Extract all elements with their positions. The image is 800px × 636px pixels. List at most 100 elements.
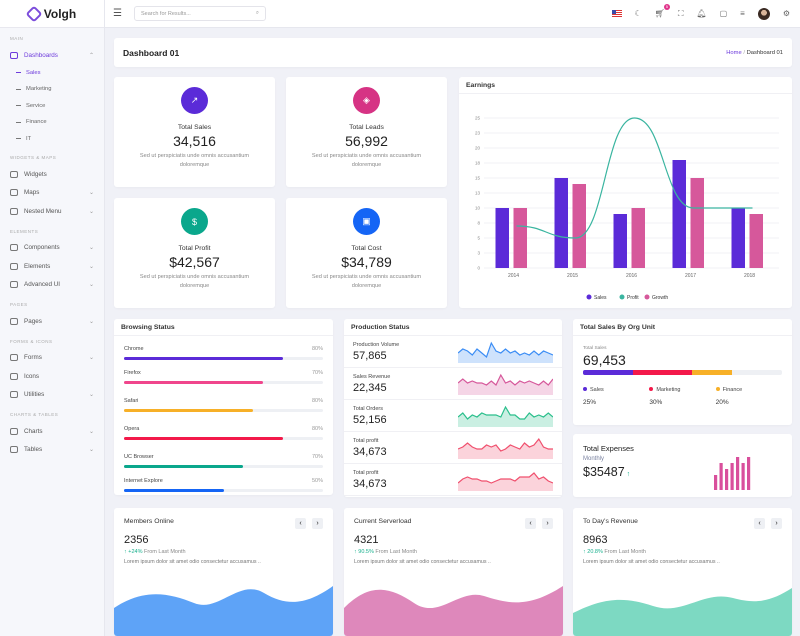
sparkline-area bbox=[458, 374, 553, 395]
sidebar-item-components[interactable]: Components ⌄ bbox=[0, 239, 104, 258]
arrow-up-icon: ↑ bbox=[354, 549, 359, 555]
logo-icon bbox=[25, 5, 43, 22]
expense-bar bbox=[719, 463, 723, 490]
org-segment bbox=[583, 370, 633, 375]
sidebar-subitem-marketing[interactable]: Marketing bbox=[0, 81, 104, 98]
production-row: Total profit 34,673 bbox=[344, 432, 562, 464]
tables-icon bbox=[10, 446, 18, 454]
progress-fill bbox=[124, 381, 264, 384]
next-button[interactable]: › bbox=[312, 518, 323, 529]
chevron-down-icon: ⌄ bbox=[88, 282, 94, 289]
progress-fill bbox=[124, 437, 284, 440]
production-label: Total profit bbox=[353, 437, 379, 444]
icons-icon bbox=[10, 372, 18, 380]
settings-icon[interactable]: ⚙ bbox=[782, 9, 790, 18]
legend-label: Sales bbox=[594, 295, 607, 301]
advanced-ui-icon bbox=[10, 281, 18, 289]
chevron-down-icon: ⌄ bbox=[88, 447, 94, 454]
sidebar-subitem-sales[interactable]: Sales bbox=[0, 65, 104, 82]
sparkline-line bbox=[458, 405, 553, 420]
browser-name: UC Browser bbox=[124, 454, 154, 460]
browser-row: Chrome 80% bbox=[114, 346, 333, 360]
y-tick-label: 23 bbox=[475, 131, 481, 136]
bottom-stat-card: Current Serverload ‹ › 4321 ↑ 90.5% From L… bbox=[344, 508, 563, 636]
progress-track bbox=[124, 409, 323, 412]
arrow-up-icon: ↑ bbox=[124, 549, 129, 555]
growth-bar bbox=[690, 178, 704, 268]
y-tick-label: 18 bbox=[475, 161, 481, 166]
sparkline-line bbox=[458, 471, 553, 484]
bell-icon[interactable]: 🔔︎ bbox=[696, 9, 707, 18]
production-label: Total profit bbox=[353, 469, 379, 476]
moon-icon[interactable]: ☾ bbox=[634, 9, 642, 18]
production-label: Sales Revenue bbox=[353, 373, 391, 380]
widgets-icon bbox=[10, 170, 18, 178]
sidebar-subitem-it[interactable]: IT bbox=[0, 131, 104, 148]
sidebar-item-dashboards[interactable]: Dashboards ⌃ bbox=[0, 46, 104, 65]
card-description: Lorem ipsum dolor sit amet odio consecte… bbox=[583, 559, 720, 565]
card-title: Earnings bbox=[459, 77, 792, 94]
sidebar-item-maps[interactable]: Maps ⌄ bbox=[0, 184, 104, 203]
total-expenses-card: Total Expenses Monthly $35487 ↑ bbox=[573, 434, 792, 497]
growth-bar bbox=[572, 184, 586, 268]
org-unit: Sales 25% bbox=[583, 387, 649, 406]
area-wave bbox=[573, 588, 792, 636]
message-icon[interactable]: ▢ bbox=[719, 9, 728, 18]
sidebar-item-widgets[interactable]: Widgets bbox=[0, 165, 104, 184]
browser-row: UC Browser 70% bbox=[114, 454, 333, 468]
sparkline-area bbox=[458, 406, 553, 427]
sidebar-item-pages[interactable]: Pages ⌄ bbox=[0, 312, 104, 331]
sales-bar bbox=[731, 208, 745, 268]
sidebar-item-tables[interactable]: Tables ⌄ bbox=[0, 441, 104, 460]
change-percent: 20.8% bbox=[587, 549, 603, 555]
stat-description: Sed ut perspiciatis unde omnis accusanti… bbox=[311, 153, 422, 168]
sidebar-item-icons[interactable]: Icons bbox=[0, 367, 104, 386]
sidebar-item-charts[interactable]: Charts ⌄ bbox=[0, 422, 104, 441]
search-input[interactable]: Search for Results... ⌕ bbox=[133, 6, 266, 21]
production-status-card: Production Status Production Volume 57,86… bbox=[344, 319, 562, 497]
growth-bar bbox=[513, 208, 527, 268]
sidebar-item-utilities[interactable]: Utilities ⌄ bbox=[0, 386, 104, 405]
production-row: Total profit 34,673 bbox=[344, 464, 562, 496]
browser-name: Opera bbox=[124, 426, 140, 432]
nav-section-title: CHARTS & TABLES bbox=[10, 412, 59, 417]
fullscreen-icon[interactable]: ⛶ bbox=[677, 8, 684, 18]
logo[interactable]: Volgh bbox=[0, 0, 104, 28]
production-label: Total Orders bbox=[353, 405, 383, 412]
org-unit: Marketing 30% bbox=[649, 387, 715, 406]
card-value: 8963 bbox=[583, 534, 608, 546]
org-unit: Finance 20% bbox=[715, 387, 782, 406]
browser-name: Firefox bbox=[124, 370, 141, 376]
sidebar-subitem-service[interactable]: Service bbox=[0, 98, 104, 115]
expenses-bar-chart bbox=[714, 457, 751, 490]
sidebar-item-forms[interactable]: Forms ⌄ bbox=[0, 349, 104, 368]
menu-toggle-icon[interactable]: ☰ bbox=[113, 8, 122, 19]
header: ☰ Search for Results... ⌕ ☾ 🛒︎ 5 ⛶ 🔔︎ ▢ ≡ … bbox=[105, 0, 800, 28]
area-wave bbox=[114, 586, 333, 636]
cart-icon[interactable]: 🛒︎ 5 bbox=[654, 4, 670, 18]
area-chart bbox=[344, 586, 563, 636]
sidebar-item-advanced-ui[interactable]: Advanced UI ⌄ bbox=[0, 276, 104, 295]
list-icon[interactable]: ≡ bbox=[740, 9, 745, 18]
sidebar-item-elements[interactable]: Elements ⌄ bbox=[0, 257, 104, 276]
production-value: 57,865 bbox=[353, 349, 387, 362]
expenses-title: Total Expenses bbox=[583, 444, 634, 453]
prev-button[interactable]: ‹ bbox=[295, 518, 306, 529]
nav-section-title: FORMS & ICONS bbox=[10, 338, 53, 344]
chevron-down-icon: ⌄ bbox=[88, 245, 94, 252]
avatar[interactable] bbox=[757, 7, 770, 20]
sidebar-item-nested-menu[interactable]: Nested Menu ⌄ bbox=[0, 202, 104, 221]
expenses-value: $35487 bbox=[583, 465, 625, 479]
us-flag-icon[interactable] bbox=[611, 10, 622, 17]
next-button[interactable]: › bbox=[771, 518, 782, 529]
bottom-stat-card: To Day's Revenue ‹ › 8963 ↑ 20.8% From Las… bbox=[573, 508, 792, 636]
next-button[interactable]: › bbox=[542, 518, 553, 529]
prev-button[interactable]: ‹ bbox=[754, 518, 765, 529]
prev-button[interactable]: ‹ bbox=[525, 518, 536, 529]
change-percent: +24% bbox=[128, 549, 143, 555]
x-tick-label: 2015 bbox=[567, 273, 578, 279]
breadcrumb-home[interactable]: Home bbox=[726, 49, 742, 56]
sidebar-subitem-finance[interactable]: Finance bbox=[0, 114, 104, 131]
browsing-status-card: Browsing Status Chrome 80% Firefox 70% Safar… bbox=[114, 319, 333, 495]
sparkline-line bbox=[458, 373, 553, 386]
